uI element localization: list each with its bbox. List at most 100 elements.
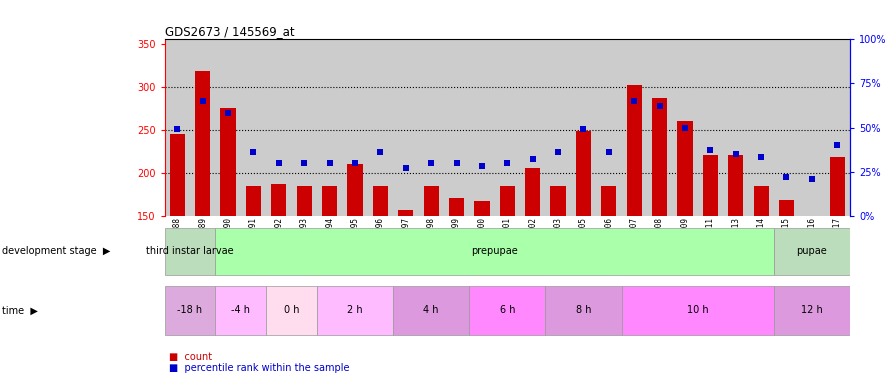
Point: [703, 147, 717, 153]
Point: [322, 160, 336, 166]
Bar: [343, 39, 368, 216]
Bar: [773, 286, 850, 334]
Bar: [317, 39, 343, 216]
Bar: [393, 286, 469, 334]
Bar: [698, 39, 723, 216]
Bar: [748, 39, 773, 216]
Point: [247, 149, 261, 155]
Bar: [474, 201, 490, 216]
Bar: [824, 39, 850, 216]
Bar: [621, 39, 647, 216]
Text: ■  count: ■ count: [169, 352, 212, 362]
Bar: [165, 228, 215, 274]
Bar: [368, 39, 393, 216]
Point: [348, 160, 362, 166]
Text: 0 h: 0 h: [284, 305, 299, 315]
Bar: [602, 186, 617, 216]
Point: [627, 98, 642, 104]
Text: 2 h: 2 h: [347, 305, 363, 315]
Bar: [525, 168, 540, 216]
Bar: [165, 39, 190, 216]
Bar: [779, 200, 794, 216]
Point: [526, 156, 540, 162]
Bar: [296, 186, 311, 216]
Bar: [672, 39, 698, 216]
Point: [805, 176, 819, 181]
Point: [500, 160, 514, 166]
Text: 4 h: 4 h: [424, 305, 439, 315]
Text: 8 h: 8 h: [576, 305, 591, 315]
Bar: [347, 164, 362, 216]
Bar: [170, 134, 185, 216]
Text: ■  percentile rank within the sample: ■ percentile rank within the sample: [169, 363, 350, 373]
Bar: [246, 186, 261, 216]
Bar: [546, 286, 621, 334]
Text: prepupae: prepupae: [471, 246, 518, 256]
Text: 6 h: 6 h: [499, 305, 515, 315]
Bar: [271, 184, 287, 216]
Bar: [647, 39, 672, 216]
Point: [297, 160, 311, 166]
Bar: [215, 39, 241, 216]
Bar: [215, 228, 773, 274]
Point: [678, 124, 692, 130]
Bar: [215, 286, 266, 334]
Point: [551, 149, 565, 155]
Text: 10 h: 10 h: [687, 305, 708, 315]
Bar: [576, 131, 591, 216]
Point: [196, 98, 210, 104]
Bar: [550, 186, 566, 216]
Bar: [596, 39, 621, 216]
Bar: [728, 156, 743, 216]
Bar: [570, 39, 596, 216]
Point: [602, 149, 616, 155]
Bar: [829, 157, 845, 216]
Bar: [495, 39, 520, 216]
Point: [271, 160, 286, 166]
Bar: [398, 210, 413, 216]
Bar: [195, 71, 210, 216]
Bar: [317, 286, 393, 334]
Bar: [703, 156, 718, 216]
Bar: [444, 39, 469, 216]
Bar: [292, 39, 317, 216]
Text: -4 h: -4 h: [231, 305, 250, 315]
Bar: [773, 228, 850, 274]
Bar: [652, 98, 668, 216]
Text: third instar larvae: third instar larvae: [146, 246, 234, 256]
Point: [830, 142, 845, 148]
Point: [170, 126, 184, 132]
Text: -18 h: -18 h: [177, 305, 203, 315]
Point: [449, 160, 464, 166]
Text: 12 h: 12 h: [801, 305, 822, 315]
Bar: [190, 39, 215, 216]
Bar: [373, 186, 388, 216]
Bar: [754, 186, 769, 216]
Bar: [241, 39, 266, 216]
Bar: [469, 39, 495, 216]
Bar: [773, 39, 799, 216]
Bar: [627, 85, 642, 216]
Point: [754, 154, 768, 160]
Bar: [418, 39, 444, 216]
Bar: [469, 286, 546, 334]
Bar: [799, 39, 824, 216]
Text: development stage  ▶: development stage ▶: [2, 246, 110, 256]
Text: time  ▶: time ▶: [2, 305, 37, 315]
Point: [577, 126, 591, 132]
Point: [780, 174, 794, 180]
Bar: [266, 286, 317, 334]
Bar: [723, 39, 748, 216]
Bar: [221, 108, 236, 216]
Point: [424, 160, 438, 166]
Bar: [621, 286, 773, 334]
Bar: [546, 39, 570, 216]
Point: [399, 165, 413, 171]
Bar: [322, 186, 337, 216]
Text: GDS2673 / 145569_at: GDS2673 / 145569_at: [165, 25, 295, 38]
Bar: [165, 286, 215, 334]
Bar: [449, 198, 465, 216]
Point: [474, 163, 489, 169]
Point: [652, 104, 667, 110]
Bar: [677, 121, 692, 216]
